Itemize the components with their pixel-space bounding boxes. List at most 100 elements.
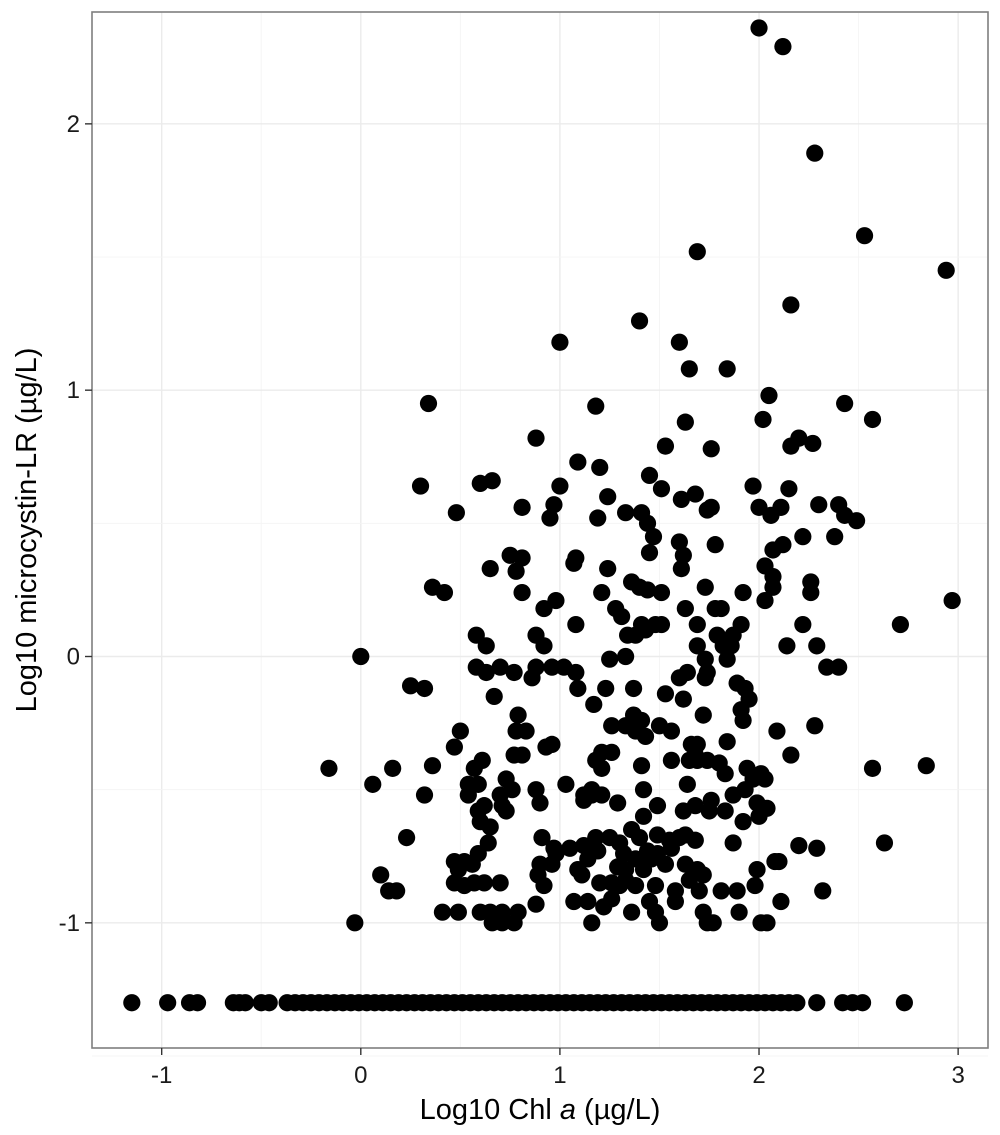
data-point	[802, 583, 820, 602]
data-point	[475, 797, 493, 815]
data-point	[535, 637, 553, 655]
data-point	[718, 360, 736, 378]
data-point	[730, 903, 748, 921]
data-point	[688, 243, 706, 261]
data-point	[569, 453, 587, 471]
data-point	[656, 855, 675, 873]
data-point	[780, 480, 798, 498]
data-point	[853, 994, 872, 1012]
data-point	[712, 599, 730, 618]
data-point	[575, 836, 593, 855]
data-point	[722, 637, 740, 655]
data-point	[613, 607, 631, 626]
data-point	[545, 496, 563, 514]
data-point	[541, 509, 559, 527]
x-axis-title-prefix: Log10 Chl	[420, 1094, 560, 1126]
data-point	[674, 690, 692, 708]
data-point	[772, 892, 790, 911]
data-point	[527, 429, 545, 447]
data-point	[676, 413, 694, 431]
data-point	[509, 706, 527, 724]
data-point	[533, 829, 551, 847]
data-point	[686, 831, 704, 849]
data-point	[423, 757, 442, 775]
data-point	[638, 581, 657, 599]
data-point	[772, 498, 790, 516]
data-point	[531, 794, 549, 812]
data-point	[401, 677, 420, 695]
data-point	[583, 786, 601, 804]
data-point	[622, 903, 641, 921]
data-point	[758, 914, 776, 932]
data-point	[640, 466, 659, 485]
x-tick-label: 1	[553, 1062, 566, 1089]
data-point	[415, 679, 434, 698]
data-point	[670, 669, 688, 687]
data-point	[449, 860, 467, 879]
data-point	[688, 751, 706, 769]
data-point	[734, 813, 752, 831]
data-point	[447, 504, 465, 522]
data-point	[650, 914, 669, 932]
data-point	[937, 261, 955, 279]
data-point	[875, 834, 894, 852]
data-point	[579, 892, 597, 911]
data-point	[551, 477, 569, 495]
data-point	[481, 560, 499, 578]
data-point	[465, 759, 483, 777]
data-point	[551, 333, 569, 351]
data-point	[589, 509, 607, 527]
data-point	[561, 839, 579, 857]
data-point	[591, 458, 609, 477]
data-point	[543, 855, 561, 873]
y-tick-label: -1	[59, 910, 80, 937]
x-tick-label: 3	[951, 1062, 964, 1089]
y-tick-label: 0	[67, 644, 80, 671]
data-point	[732, 615, 750, 634]
data-point	[748, 860, 766, 879]
data-point	[593, 759, 611, 777]
data-point	[523, 669, 541, 687]
data-point	[449, 903, 467, 921]
data-point	[694, 866, 712, 884]
data-point	[603, 743, 621, 761]
data-point	[690, 882, 708, 900]
data-point	[236, 994, 254, 1012]
data-point	[716, 802, 734, 820]
data-point	[782, 746, 800, 764]
data-point	[644, 528, 663, 546]
data-point	[569, 679, 587, 698]
data-point	[640, 544, 659, 562]
data-point	[583, 914, 601, 932]
data-point	[806, 144, 824, 162]
data-point	[513, 549, 531, 567]
data-point	[756, 770, 774, 788]
x-axis-title: Log10 Chl a (µg/L)	[420, 1094, 661, 1126]
data-point	[804, 434, 822, 453]
data-point	[477, 663, 495, 682]
data-point	[895, 994, 913, 1012]
data-point	[943, 591, 961, 610]
data-point	[603, 717, 621, 735]
data-point	[756, 591, 774, 610]
data-point	[696, 650, 714, 668]
data-point	[513, 498, 531, 516]
data-point	[662, 722, 681, 740]
data-point	[917, 757, 935, 775]
data-point	[670, 333, 688, 351]
data-point	[750, 19, 768, 37]
data-point	[750, 807, 768, 825]
data-point	[415, 786, 434, 804]
data-point	[808, 637, 826, 655]
data-point	[485, 687, 503, 706]
data-points	[123, 19, 961, 1012]
data-point	[352, 647, 370, 666]
data-point	[782, 296, 800, 314]
plot-panel-border	[91, 11, 989, 1049]
data-point	[475, 874, 493, 892]
data-point	[123, 994, 141, 1012]
data-point	[491, 658, 509, 676]
data-point	[603, 890, 621, 908]
data-point	[718, 650, 736, 668]
